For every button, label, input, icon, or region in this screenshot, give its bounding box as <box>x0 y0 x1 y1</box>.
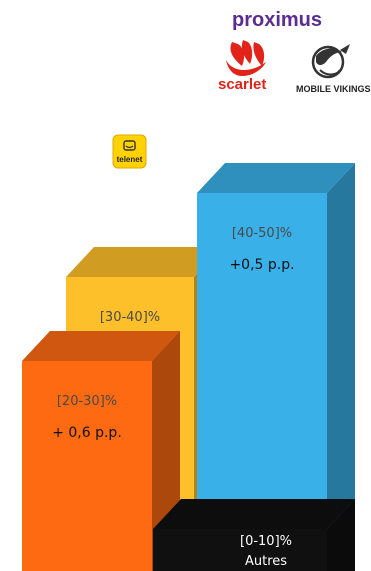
bar-top-telenet <box>66 247 222 277</box>
bar-side-mobile-vikings <box>327 499 355 571</box>
proximus-logo-text: proximus <box>232 9 322 31</box>
bar-range-label: [40-50]% <box>232 226 292 241</box>
viking-head-icon <box>311 44 350 79</box>
bar-range-label: [0-10]% <box>240 534 292 549</box>
telenet-smile-icon <box>123 140 136 151</box>
bar-delta-label: +0,5 p.p. <box>229 257 294 273</box>
bar-top-mobile-vikings <box>153 499 355 529</box>
bar-range-label: [30-40]% <box>100 310 160 325</box>
bar-scarlet: [20-30]% + 0,6 p.p. <box>22 331 180 571</box>
proximus-logo: proximus <box>232 9 322 31</box>
bars-layer: [30-40]%-1,2 p.p.[40-50]%+0,5 p.p.[20-30… <box>22 163 355 571</box>
telenet-logo-text: telenet <box>117 155 143 164</box>
bar-mobile-vikings: [0-10]% Autres <box>153 499 355 571</box>
scarlet-logo-text: scarlet <box>218 76 266 93</box>
bar-side-proximus <box>327 163 355 571</box>
bar-category-label: Autres <box>245 554 287 569</box>
telenet-logo: telenet <box>112 134 147 169</box>
bar-delta-label: + 0,6 p.p. <box>52 425 122 441</box>
scarlet-flame-icon <box>226 40 266 76</box>
mobile-vikings-logo: MOBILE VIKINGS <box>296 44 371 94</box>
bar-front-mobile-vikings <box>153 529 327 571</box>
bar-range-label: [20-30]% <box>57 394 117 409</box>
mobile-vikings-logo-text: MOBILE VIKINGS <box>296 84 371 94</box>
bar-top-scarlet <box>22 331 180 361</box>
bar-top-proximus <box>197 163 355 193</box>
scarlet-logo: scarlet <box>218 40 266 93</box>
bar-front-scarlet <box>22 361 152 571</box>
